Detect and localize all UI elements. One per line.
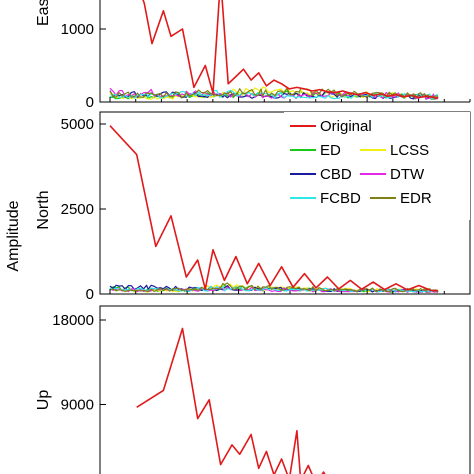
common-ylabel: Amplitude — [5, 200, 22, 271]
series-edr-line — [109, 87, 439, 99]
y-tick-label: 18000 — [52, 312, 94, 329]
legend-label-edr: EDR — [400, 190, 432, 207]
legend-label-cbd: CBD — [320, 166, 352, 183]
ylabel-up: Up — [35, 390, 52, 411]
legend-label-dtw: DTW — [390, 166, 425, 183]
panel-east: 0 1000 East — [35, 0, 471, 111]
y-tick-label: 5000 — [61, 116, 94, 133]
legend-label-lcss: LCSS — [390, 142, 429, 159]
y-tick-label: 1000 — [61, 21, 94, 38]
panel-up: 9000 18000 Up — [35, 305, 471, 474]
legend-label-original: Original — [320, 118, 372, 135]
series-edr-line — [109, 282, 439, 293]
legend-label-fcbd: FCBD — [320, 190, 361, 207]
y-tick-label: 9000 — [61, 397, 94, 414]
series-original-line — [126, 0, 439, 100]
y-tick-label: 2500 — [61, 201, 94, 218]
y-tick-label: 0 — [86, 286, 94, 303]
series-original-line — [109, 125, 439, 292]
series-original-line — [136, 327, 326, 474]
legend-label-ed: ED — [320, 142, 341, 159]
ylabel-east: East — [35, 0, 52, 26]
y-tick-label: 0 — [86, 94, 94, 111]
legend: Original ED LCSS CBD DTW FCBD EDR — [284, 112, 470, 220]
ylabel-north: North — [35, 190, 52, 229]
series-fcbd-line — [109, 89, 439, 100]
